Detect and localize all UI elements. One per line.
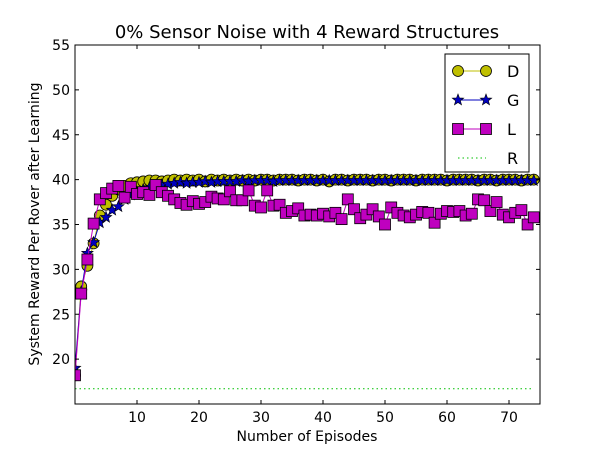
data-point-l bbox=[81, 253, 94, 266]
y-tick-label: 25 bbox=[52, 307, 70, 323]
data-point-l bbox=[372, 210, 385, 223]
data-point-l bbox=[217, 193, 230, 206]
legend-marker bbox=[452, 65, 464, 77]
data-point-g bbox=[527, 173, 540, 187]
data-point-l bbox=[484, 205, 497, 217]
data-point-l bbox=[335, 213, 348, 226]
data-point-l bbox=[93, 193, 106, 206]
data-point-l bbox=[149, 179, 162, 191]
data-point-g bbox=[198, 174, 212, 187]
data-point-g bbox=[173, 175, 187, 188]
legend-item-d: D bbox=[452, 62, 519, 81]
y-tick-label: 40 bbox=[52, 173, 70, 189]
data-point-l bbox=[112, 180, 125, 192]
plot-area bbox=[75, 173, 540, 390]
legend-marker bbox=[479, 93, 493, 106]
data-point-l bbox=[292, 202, 305, 215]
series-g bbox=[75, 173, 540, 374]
data-point-l bbox=[75, 287, 88, 300]
legend-label: L bbox=[507, 120, 516, 139]
series-l bbox=[75, 179, 540, 382]
data-point-g bbox=[235, 173, 249, 187]
y-tick-label: 45 bbox=[52, 128, 70, 144]
data-point-l bbox=[348, 203, 360, 216]
data-point-l bbox=[236, 194, 249, 207]
legend-label: D bbox=[507, 62, 519, 81]
y-tick-label: 50 bbox=[52, 83, 70, 99]
data-point-g bbox=[99, 210, 113, 223]
data-point-l bbox=[515, 204, 528, 217]
x-tick-label: 40 bbox=[314, 410, 332, 426]
data-point-l bbox=[118, 191, 131, 204]
data-point-l bbox=[87, 217, 100, 230]
data-point-l bbox=[261, 184, 274, 197]
y-tick-label: 20 bbox=[52, 352, 70, 368]
data-point-g bbox=[111, 199, 125, 213]
x-tick-label: 60 bbox=[438, 410, 456, 426]
data-point-l bbox=[329, 206, 342, 219]
data-point-l bbox=[521, 218, 534, 231]
legend-item-g: G bbox=[451, 91, 519, 110]
legend-marker bbox=[452, 123, 464, 135]
data-point-l bbox=[124, 180, 137, 193]
x-axis: 10 20 30 40 50 60 70 bbox=[128, 45, 518, 426]
x-tick-label: 20 bbox=[190, 410, 208, 426]
legend-marker bbox=[480, 123, 492, 135]
legend-marker bbox=[451, 93, 465, 106]
data-point-l bbox=[273, 198, 286, 211]
data-point-g bbox=[87, 235, 101, 248]
data-point-l bbox=[490, 196, 503, 208]
y-tick-label: 30 bbox=[52, 262, 70, 278]
legend-label: G bbox=[507, 91, 519, 110]
plot-frame bbox=[74, 44, 541, 405]
data-point-l bbox=[75, 369, 81, 382]
data-point-l bbox=[341, 193, 354, 206]
legend-marker bbox=[480, 65, 492, 77]
x-tick-label: 70 bbox=[500, 410, 518, 426]
legend-item-r: R bbox=[458, 149, 518, 168]
data-point-l bbox=[255, 201, 267, 214]
x-axis-title: Number of Episodes bbox=[237, 429, 378, 445]
data-point-l bbox=[422, 206, 435, 219]
data-point-l bbox=[143, 188, 156, 201]
x-tick-label: 10 bbox=[128, 410, 146, 426]
data-point-l bbox=[428, 216, 441, 229]
x-tick-label: 50 bbox=[376, 410, 394, 426]
data-point-g bbox=[260, 173, 274, 187]
data-point-l bbox=[465, 207, 478, 220]
data-point-l bbox=[478, 194, 491, 207]
data-point-l bbox=[242, 184, 255, 197]
data-point-l bbox=[366, 203, 379, 216]
chart-title: 0% Sensor Noise with 4 Reward Structures bbox=[115, 22, 499, 43]
y-axis-title: System Reward Per Rover after Learning bbox=[27, 82, 43, 365]
legend-item-l: L bbox=[452, 120, 516, 139]
data-point-l bbox=[527, 211, 540, 224]
y-tick-label: 55 bbox=[52, 38, 70, 54]
data-point-l bbox=[379, 218, 391, 231]
y-axis: 20 25 30 35 40 45 50 55 bbox=[52, 38, 540, 368]
x-tick-label: 30 bbox=[252, 410, 270, 426]
y-tick-label: 35 bbox=[52, 218, 70, 234]
data-point-l bbox=[224, 185, 236, 198]
legend-label: R bbox=[507, 149, 518, 168]
